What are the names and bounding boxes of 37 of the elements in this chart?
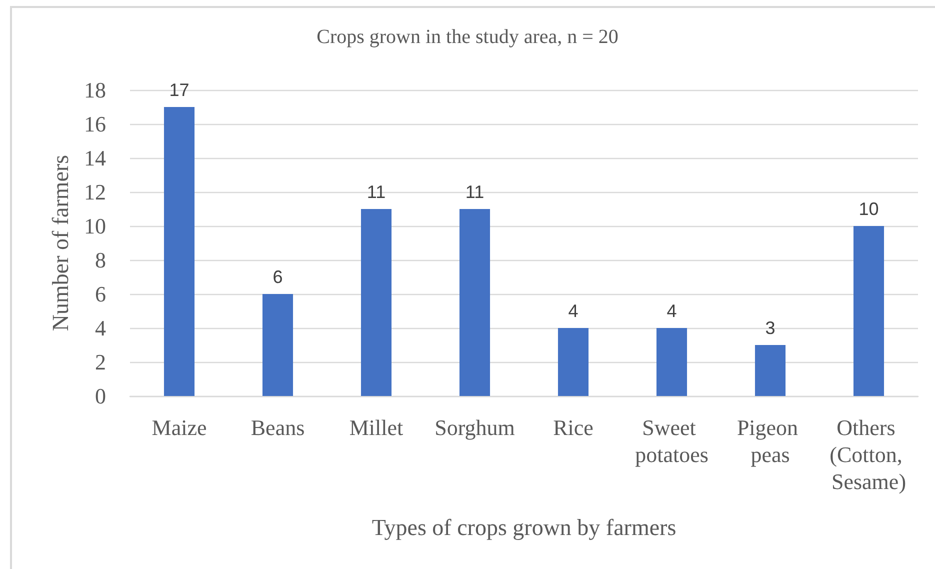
- bar: [459, 209, 490, 396]
- bar: [656, 328, 688, 396]
- bar: [558, 328, 589, 396]
- x-tick-label: Sweet potatoes: [635, 415, 708, 467]
- bar: [262, 294, 294, 396]
- y-tick-label: 4: [95, 316, 106, 340]
- y-tick-label: 0: [95, 384, 106, 408]
- bar: [853, 226, 884, 396]
- data-label: 6: [272, 267, 283, 287]
- x-tick-label: Beans: [250, 415, 305, 440]
- data-label: 3: [765, 318, 776, 338]
- data-label: 11: [465, 182, 484, 202]
- data-label: 10: [858, 199, 879, 219]
- data-label: 17: [169, 80, 190, 100]
- y-axis-title: Number of farmers: [48, 154, 73, 332]
- bar: [754, 345, 786, 396]
- data-label: 4: [568, 301, 578, 321]
- y-tick-label: 10: [84, 214, 106, 238]
- bar: [360, 209, 392, 396]
- x-tick-label: Pigeon peas: [736, 415, 804, 467]
- x-tick-label: Sorghum: [434, 415, 515, 440]
- x-tick-label: Others (Cotton, Sesame): [830, 415, 908, 494]
- bar: [164, 107, 195, 396]
- x-axis-title: Types of crops grown by farmers: [372, 515, 676, 540]
- y-tick-label: 12: [84, 180, 106, 204]
- data-label: 11: [366, 182, 386, 202]
- data-label: 4: [666, 301, 677, 321]
- chart-title: Crops grown in the study area, n = 20: [316, 26, 618, 48]
- x-tick-label: Maize: [152, 415, 207, 440]
- y-tick-label: 6: [95, 282, 106, 306]
- y-tick-label: 8: [95, 248, 106, 272]
- y-tick-label: 14: [84, 146, 106, 170]
- y-tick-label: 18: [84, 78, 106, 102]
- y-tick-label: 2: [95, 350, 106, 374]
- x-tick-label: Millet: [349, 415, 404, 440]
- y-tick-label: 16: [84, 112, 106, 136]
- x-tick-label: Rice: [553, 415, 594, 440]
